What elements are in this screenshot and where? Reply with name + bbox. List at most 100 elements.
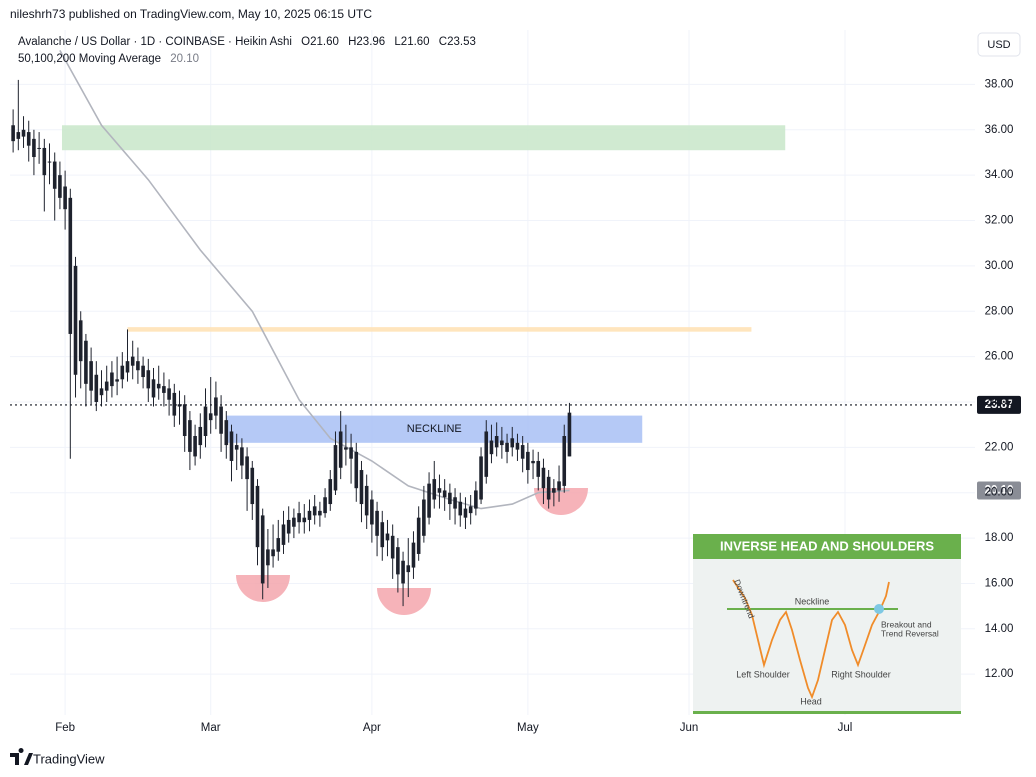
inset-breakout-line-1: Breakout and	[881, 619, 932, 629]
candle-body	[110, 372, 114, 387]
candle-body	[349, 447, 353, 459]
ohlc-open: O21.60	[301, 36, 339, 48]
candle-body	[520, 445, 525, 459]
logo-icon[interactable]	[10, 748, 33, 765]
candle-body	[474, 490, 478, 509]
candle-body	[411, 542, 416, 568]
candle-body	[510, 438, 515, 448]
candle-body	[494, 436, 499, 448]
publish-info: nileshrh73 published on TradingView.com,…	[10, 7, 372, 21]
inset-neckline-label: Neckline	[795, 596, 830, 606]
x-tick-label: Jul	[838, 722, 853, 734]
inset-background	[693, 534, 961, 714]
candle-body	[260, 515, 265, 584]
candle-body	[489, 440, 494, 455]
x-tick-label: Feb	[55, 722, 75, 734]
candle-body	[255, 485, 260, 548]
candle-body	[172, 392, 177, 416]
candle-body	[281, 524, 286, 545]
candle-body	[198, 426, 203, 446]
y-tick-label: 34.00	[985, 169, 1014, 181]
candle-body	[73, 265, 78, 375]
footer-logo[interactable]: TradingView	[10, 748, 105, 766]
currency-button[interactable]: USD	[977, 32, 1021, 57]
currency-label[interactable]: USD	[987, 39, 1010, 51]
chart-title: Avalanche / US Dollar · 1D · COINBASE · …	[18, 36, 292, 48]
inset-head: Head	[800, 696, 822, 706]
candle-body	[42, 147, 47, 176]
candle-body	[151, 379, 156, 398]
candle-body	[286, 519, 291, 534]
zone-label: NECKLINE	[407, 423, 462, 435]
candle-body	[541, 467, 546, 489]
currency-button-box[interactable]	[977, 32, 1021, 57]
candle-body	[505, 442, 509, 452]
candle-body	[94, 374, 99, 402]
candle-body	[375, 510, 379, 536]
candle-body	[401, 560, 405, 584]
y-tick-label: 18.00	[985, 532, 1014, 544]
ma-value-box	[977, 481, 1021, 500]
ohlc-close: C23.53	[439, 36, 476, 48]
candle-body	[385, 533, 390, 541]
candle-body	[32, 138, 36, 158]
candle-body	[224, 420, 229, 446]
candle-body	[562, 436, 567, 486]
candle-body	[390, 535, 395, 559]
candle-body	[463, 508, 468, 518]
zone	[226, 415, 643, 443]
candle-body	[292, 517, 296, 527]
candle-body	[234, 445, 239, 450]
inset-right-shoulder: Right Shoulder	[831, 669, 891, 679]
candle-body	[229, 431, 234, 461]
chart-header: Avalanche / US Dollar · 1D · COINBASE · …	[18, 36, 476, 48]
candle-body	[526, 451, 530, 471]
indicator-value: 20.10	[170, 53, 199, 65]
candle-body	[515, 442, 520, 450]
candle-body	[125, 361, 130, 373]
candle-body	[364, 485, 369, 516]
candles	[11, 79, 572, 607]
candle-body	[47, 161, 52, 163]
candle-body	[266, 549, 270, 566]
y-tick-label: 12.00	[985, 668, 1014, 680]
candle-body	[214, 397, 218, 416]
inset-footer	[693, 711, 961, 714]
inset: INVERSE HEAD AND SHOULDERS Downtrend Nec…	[693, 534, 961, 714]
candle-body	[78, 320, 83, 362]
candle-body	[333, 445, 338, 491]
candle-body	[359, 470, 364, 505]
candle-body	[11, 125, 15, 142]
candle-body	[422, 499, 426, 536]
candle-body	[89, 361, 93, 391]
candle-body	[68, 197, 73, 334]
candle-body	[484, 431, 489, 477]
candle-body	[193, 436, 197, 457]
candle-body	[219, 406, 223, 434]
logo-text[interactable]: TradingView	[33, 751, 105, 766]
candle-body	[370, 499, 374, 525]
candle-body	[276, 538, 281, 552]
inset-title: INVERSE HEAD AND SHOULDERS	[720, 538, 934, 553]
zones: NECKLINE	[61, 125, 786, 443]
candle-body	[427, 483, 431, 518]
y-tick-label: 16.00	[985, 577, 1014, 589]
inset-price-path	[732, 579, 890, 700]
x-tick-label: Mar	[201, 722, 221, 734]
candle-body	[141, 365, 145, 378]
candle-body	[99, 388, 104, 396]
candle-body	[84, 340, 88, 384]
candle-body	[115, 379, 119, 382]
candle-body	[432, 479, 437, 500]
candle-body	[546, 476, 551, 500]
candle-body	[552, 488, 556, 493]
x-tick-label: Apr	[363, 722, 381, 734]
candle-body	[63, 186, 67, 210]
candle-body	[416, 517, 421, 554]
candle-body	[380, 522, 385, 548]
candle-body	[245, 456, 249, 480]
candle-body	[531, 460, 535, 464]
candle-body	[120, 365, 125, 380]
candle-body	[437, 488, 442, 493]
candle-body	[442, 490, 447, 498]
